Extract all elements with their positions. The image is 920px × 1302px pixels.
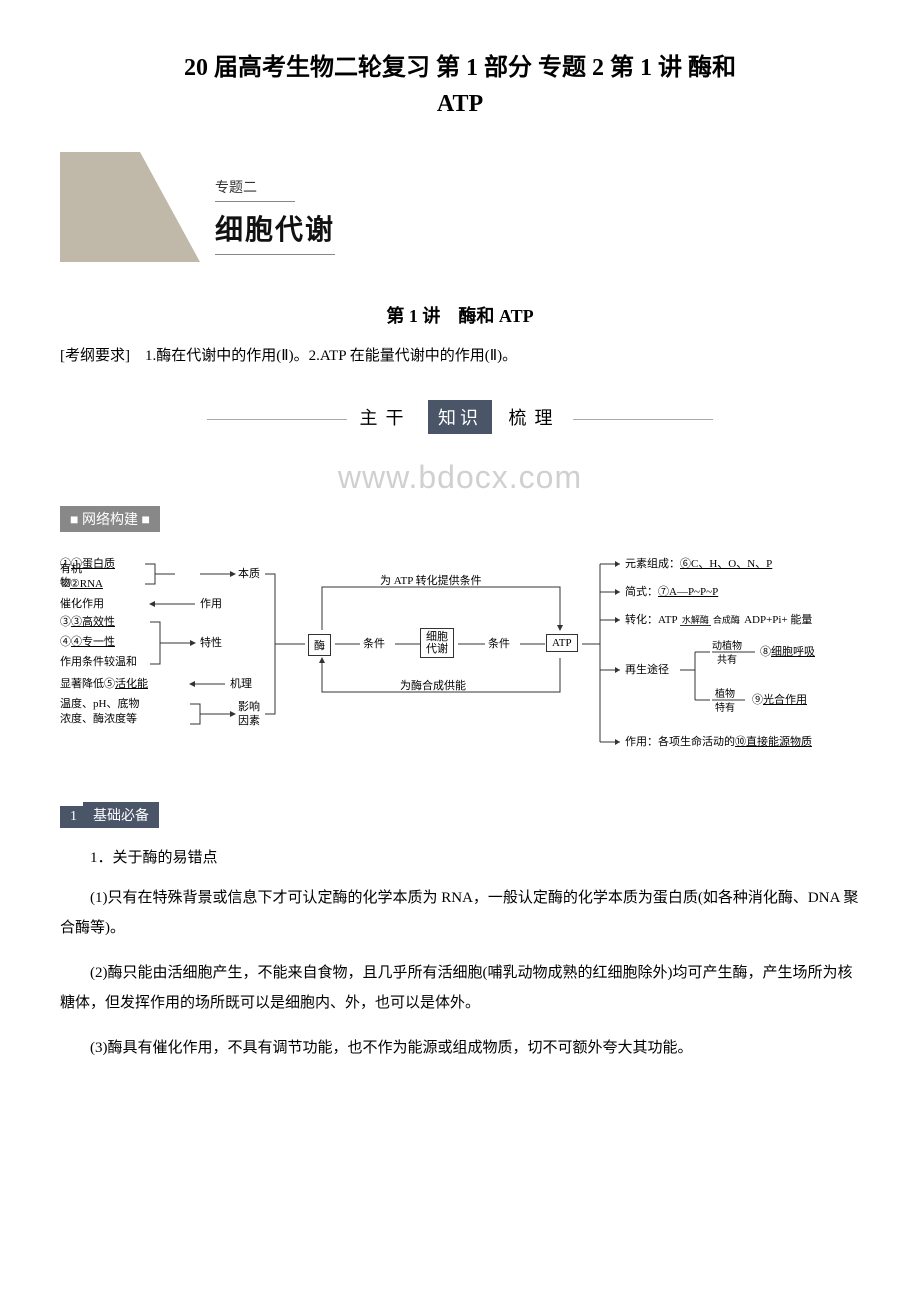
d-convert: 转化：ATP 水解酶合成酶 ADP+Pi+ 能量	[625, 613, 812, 627]
section-header: 主干 知识 梳理	[60, 400, 860, 434]
d-regen: 再生途径	[625, 663, 669, 677]
header-line-left	[207, 419, 347, 420]
cheetah-image	[60, 152, 200, 262]
d-action: 作用	[200, 597, 222, 611]
d-factors1: 温度、pH、底物	[60, 697, 139, 711]
d-efficiency: ③③高效性	[60, 615, 115, 629]
d-mild: 作用条件较温和	[60, 655, 137, 669]
d-organic: 有机物	[60, 562, 90, 591]
d-plant-top: 植物	[715, 688, 735, 701]
title-line2: ATP	[437, 91, 483, 117]
d-catalysis: 催化作用	[60, 597, 104, 611]
d-cond2: 条件	[488, 637, 510, 651]
d-specificity: ④④专一性	[60, 635, 115, 649]
basics-tag-wrap: 1基础必备	[60, 802, 860, 843]
d-essence: 本质	[238, 567, 260, 581]
d-metabolism: 细胞 代谢	[420, 628, 454, 658]
d-photo: ⑨光合作用	[752, 693, 807, 707]
body-heading-1: 1．关于酶的易错点	[60, 843, 860, 873]
d-animal-top: 动植物	[712, 640, 742, 653]
lecture-subtitle: 第 1 讲 酶和 ATP	[60, 302, 860, 328]
d-resp: ⑧细胞呼吸	[760, 645, 815, 659]
d-elements: 元素组成：⑥C、H、O、N、P	[625, 557, 772, 571]
d-animal-bot: 共有	[717, 654, 737, 667]
d-influence: 影响因素	[238, 700, 268, 729]
exam-requirements: [考纲要求] 1.酶在代谢中的作用(Ⅱ)。2.ATP 在能量代谢中的作用(Ⅱ)。	[60, 343, 860, 370]
para-1: (1)只有在特殊背景或信息下才可认定酶的化学本质为 RNA，一般认定酶的化学本质…	[60, 883, 860, 943]
header-text-right: 梳理	[509, 408, 561, 428]
d-plant-bot: 特有	[715, 702, 735, 715]
d-property: 特性	[200, 636, 222, 650]
d-lower: 显著降低⑤显著降低⑤活化能活化能	[60, 677, 148, 691]
header-line-right	[573, 419, 713, 420]
para-2: (2)酶只能由活细胞产生，不能来自食物，且几乎所有活细胞(哺乳动物成熟的红细胞除…	[60, 958, 860, 1018]
network-tag: ■ 网络构建 ■	[60, 506, 160, 532]
d-atp: ATP	[546, 634, 578, 652]
topic-labels: 专题二 细胞代谢	[215, 177, 335, 255]
concept-diagram: ①①蛋白质 ②②RNA 有机物 本质 催化作用 作用 ③③高效性 ④④专一性 特…	[60, 552, 860, 782]
header-text-left: 主干	[360, 408, 412, 428]
title-line1: 20 届高考生物二轮复习 第 1 部分 专题 2 第 1 讲 酶和	[184, 55, 736, 81]
topic-title: 细胞代谢	[215, 208, 335, 248]
d-provide-cond: 为 ATP 转化提供条件	[380, 574, 482, 588]
d-cond1: 条件	[363, 637, 385, 651]
para-3: (3)酶具有催化作用，不具有调节功能，也不作为能源或组成物质，切不可额外夸大其功…	[60, 1033, 860, 1063]
d-enzyme: 酶	[308, 634, 331, 656]
d-mechanism: 机理	[230, 677, 252, 691]
header-box: 知识	[428, 400, 492, 434]
d-usage: 作用：各项生命活动的⑩直接能源物质	[625, 735, 812, 749]
page-title: 20 届高考生物二轮复习 第 1 部分 专题 2 第 1 讲 酶和 ATP	[60, 50, 860, 122]
d-formula: 简式：⑦A—P~P~P	[625, 585, 718, 599]
topic-number: 专题二	[215, 177, 295, 202]
topic-underline	[215, 254, 335, 255]
watermark: www.bdocx.com	[60, 459, 860, 496]
basics-tag: 基础必备	[83, 802, 159, 828]
d-provide-energy: 为酶合成供能	[400, 679, 466, 693]
topic-banner: 专题二 细胞代谢	[60, 152, 860, 282]
d-factors2: 浓度、酶浓度等	[60, 712, 137, 726]
image-cut	[140, 152, 200, 262]
